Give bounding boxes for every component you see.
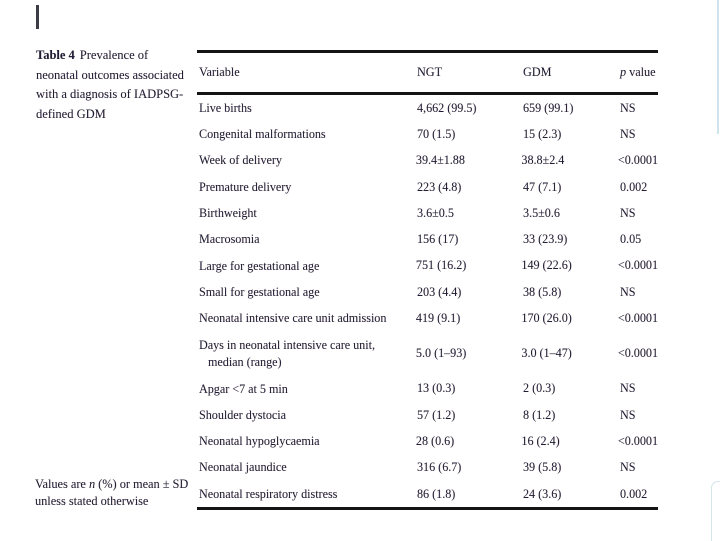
cell-ngt: 70 (1.5) xyxy=(417,126,456,141)
cell-variable: Neonatal intensive care unit admission xyxy=(199,311,387,326)
cell-variable-line2: median (range) xyxy=(208,354,282,369)
cell-variable: Days in neonatal intensive care unit, med… xyxy=(197,337,416,370)
cell-p-value: NS xyxy=(620,100,636,115)
cell-ngt: 57 (1.2) xyxy=(417,407,456,422)
cell-variable: Live births xyxy=(199,100,252,115)
table-row: Neonatal hypoglycaemia 28 (0.6) 16 (2.4) <0… xyxy=(197,428,658,454)
cell-ngt: 751 (16.2) xyxy=(415,258,467,273)
data-table: Variable NGT GDM p value Live births 4,66… xyxy=(197,50,658,511)
cell-variable: Neonatal jaundice xyxy=(199,460,287,475)
cell-p-value: NS xyxy=(620,205,636,220)
cell-ngt: 203 (4.4) xyxy=(417,284,462,299)
cell-ngt: 316 (6.7) xyxy=(417,460,462,475)
cell-ngt: 13 (0.3) xyxy=(417,381,456,396)
cell-variable: Neonatal respiratory distress xyxy=(199,486,338,501)
table-row: Birthweight 3.6±0.5 3.5±0.6 NS xyxy=(197,200,658,226)
cell-gdm: 33 (23.9) xyxy=(523,232,568,247)
cell-ngt: 39.4±1.88 xyxy=(415,153,465,168)
header-p-value: p value xyxy=(620,65,658,80)
header-ngt: NGT xyxy=(417,65,443,79)
cell-gdm: 149 (22.6) xyxy=(521,258,572,273)
cell-gdm: 3.5±0.6 xyxy=(523,205,560,220)
table-body: Live births 4,662 (99.5) 659 (99.1) NS Conge… xyxy=(197,95,658,507)
header-p-rest: value xyxy=(626,65,656,79)
cell-gdm: 38.8±2.4 xyxy=(521,153,565,168)
cell-p-value: <0.0001 xyxy=(617,346,658,361)
header-p-italic: p xyxy=(620,65,627,79)
cell-variable: Large for gestational age xyxy=(199,258,320,273)
scan-artifact-corner xyxy=(711,481,720,541)
cell-ngt: 28 (0.6) xyxy=(415,433,455,448)
table-row: Live births 4,662 (99.5) 659 (99.1) NS xyxy=(197,95,658,121)
cell-variable: Shoulder dystocia xyxy=(199,407,286,422)
table-footnote: Values are n (%) or mean ± SD unless sta… xyxy=(35,476,207,509)
cell-variable: Macrosomia xyxy=(199,232,260,247)
cell-p-value: <0.0001 xyxy=(617,311,658,326)
table-row: Neonatal respiratory distress 86 (1.8) 24 … xyxy=(197,481,658,507)
table-caption: Table 4 Prevalence of neonatal outcomes a… xyxy=(36,46,188,124)
cell-variable: Week of delivery xyxy=(199,153,282,168)
cell-p-value: <0.0001 xyxy=(617,153,658,168)
table-rule-bottom xyxy=(197,507,658,511)
table-rule-top xyxy=(197,50,658,53)
cell-p-value: NS xyxy=(620,126,636,141)
cell-gdm: 170 (26.0) xyxy=(521,311,572,326)
scan-artifact-dash xyxy=(36,5,39,29)
table-row: Neonatal intensive care unit admission 41… xyxy=(197,305,658,331)
table-caption-label: Table 4 xyxy=(36,48,75,62)
cell-ngt: 419 (9.1) xyxy=(415,311,461,326)
table-row: Congenital malformations 70 (1.5) 15 (2.3)… xyxy=(197,121,658,147)
cell-gdm: 3.0 (1–47) xyxy=(521,346,572,361)
cell-ngt: 156 (17) xyxy=(417,232,459,247)
cell-variable: Premature delivery xyxy=(199,179,292,194)
cell-p-value: 0.05 xyxy=(620,232,642,247)
cell-variable: Small for gestational age xyxy=(199,284,320,299)
table-row: Days in neonatal intensive care unit, med… xyxy=(197,332,658,376)
cell-gdm: 15 (2.3) xyxy=(523,126,562,141)
cell-p-value: <0.0001 xyxy=(617,258,658,273)
cell-variable: Neonatal hypoglycaemia xyxy=(199,434,320,449)
cell-ngt: 86 (1.8) xyxy=(417,486,456,501)
table-row: Premature delivery 223 (4.8) 47 (7.1) 0.002 xyxy=(197,174,658,200)
header-variable: Variable xyxy=(199,65,240,80)
table-caption-text: Prevalence of neonatal outcomes associat… xyxy=(36,48,184,121)
footnote-before: Values are xyxy=(35,477,89,491)
cell-p-value: NS xyxy=(620,460,636,475)
cell-gdm: 8 (1.2) xyxy=(523,407,556,422)
table-row: Small for gestational age 203 (4.4) 38 (5.… xyxy=(197,279,658,305)
table-row: Neonatal jaundice 316 (6.7) 39 (5.8) NS xyxy=(197,455,658,481)
cell-variable: Birthweight xyxy=(199,206,257,221)
scan-artifact-right-line xyxy=(717,0,719,134)
table-row: Week of delivery 39.4±1.88 38.8±2.4 <0.0001 xyxy=(197,148,658,174)
table-row: Macrosomia 156 (17) 33 (23.9) 0.05 xyxy=(197,226,658,252)
table-row: Apgar <7 at 5 min 13 (0.3) 2 (0.3) NS xyxy=(197,376,658,402)
cell-p-value: NS xyxy=(620,381,636,396)
cell-ngt: 4,662 (99.5) xyxy=(417,100,477,115)
table-rule-mid xyxy=(197,92,658,95)
cell-p-value: 0.002 xyxy=(620,179,648,194)
table-row: Large for gestational age 751 (16.2) 149 (… xyxy=(197,253,658,279)
cell-p-value: 0.002 xyxy=(620,486,648,501)
cell-ngt: 3.6±0.5 xyxy=(417,205,454,220)
footnote-after: (%) or mean ± SD unless stated otherwise xyxy=(35,477,189,508)
cell-gdm: 47 (7.1) xyxy=(523,179,562,194)
cell-p-value: <0.0001 xyxy=(617,433,658,448)
cell-p-value: NS xyxy=(620,407,636,422)
cell-ngt: 223 (4.8) xyxy=(417,179,462,194)
cell-gdm: 39 (5.8) xyxy=(523,460,562,475)
cell-variable: Congenital malformations xyxy=(199,127,326,142)
cell-gdm: 659 (99.1) xyxy=(523,100,574,115)
table-header-row: Variable NGT GDM p value xyxy=(197,53,658,92)
cell-gdm: 24 (3.6) xyxy=(523,486,562,501)
table-row: Shoulder dystocia 57 (1.2) 8 (1.2) NS xyxy=(197,402,658,428)
cell-ngt: 5.0 (1–93) xyxy=(415,346,467,361)
header-gdm: GDM xyxy=(523,65,552,79)
cell-variable: Apgar <7 at 5 min xyxy=(199,381,288,396)
footnote-n-italic: n xyxy=(88,477,96,491)
cell-gdm: 38 (5.8) xyxy=(523,284,562,299)
cell-p-value: NS xyxy=(620,284,636,299)
cell-gdm: 2 (0.3) xyxy=(523,381,556,396)
cell-gdm: 16 (2.4) xyxy=(521,433,560,448)
